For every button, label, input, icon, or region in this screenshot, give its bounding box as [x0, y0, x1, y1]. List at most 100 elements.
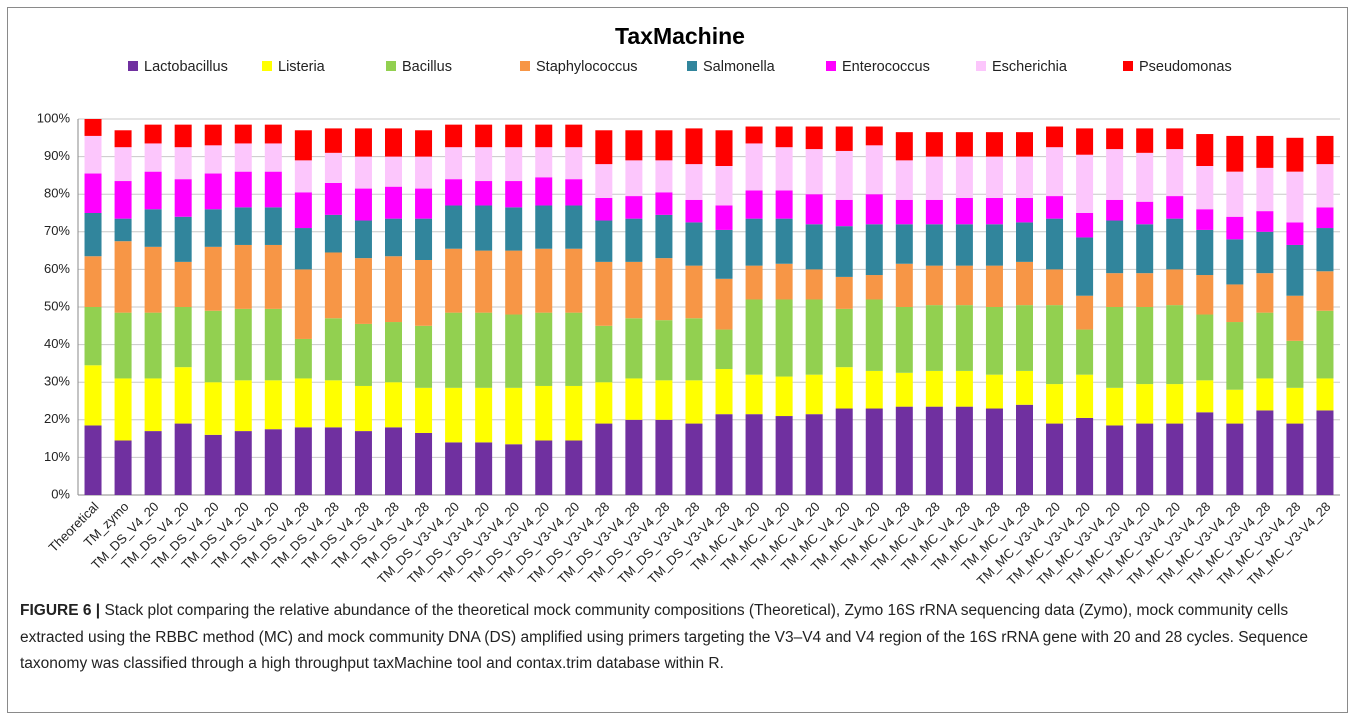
bar-segment	[655, 320, 673, 381]
bar-segment	[84, 365, 102, 426]
bar-segment	[865, 299, 883, 371]
bar-segment	[294, 269, 312, 339]
bar-segment	[1166, 196, 1184, 219]
caption-text: Stack plot comparing the relative abunda…	[20, 602, 1309, 672]
bar-segment	[775, 218, 793, 264]
bar-segment	[865, 370, 883, 409]
bar-segment	[565, 312, 583, 386]
bar-segment	[114, 181, 132, 219]
bar-segment	[595, 130, 613, 165]
bar-segment	[475, 387, 493, 443]
bar-segment	[1226, 239, 1244, 285]
bar-segment	[385, 186, 402, 219]
bar-segment	[114, 147, 132, 182]
bar-segment	[535, 440, 553, 495]
bar-segment	[144, 312, 162, 379]
bar-segment	[204, 310, 222, 383]
bar-segment	[1286, 340, 1304, 388]
bar-segment	[505, 181, 523, 208]
bar-segment	[1136, 307, 1154, 385]
bar-segment	[535, 124, 553, 148]
bar-segment	[775, 416, 793, 495]
bar-segment	[535, 312, 553, 386]
bar-segment	[385, 156, 402, 187]
bar-segment	[1016, 132, 1033, 157]
bar-segment	[625, 130, 643, 161]
bar-segment	[775, 299, 793, 377]
bar-segment	[264, 429, 282, 495]
bar-segment	[685, 318, 703, 381]
bar-segment	[204, 173, 222, 210]
bar-segment	[715, 130, 733, 166]
bar-segment	[1286, 295, 1304, 341]
bar-segment	[415, 432, 433, 495]
bar-segment	[445, 248, 463, 313]
bar-segment	[174, 179, 192, 217]
bar-segment	[835, 367, 853, 409]
bar-segment	[1046, 147, 1064, 197]
y-tick-label: 0%	[51, 486, 70, 501]
bar-segment	[1136, 152, 1154, 202]
bar-segment	[565, 147, 583, 180]
bar-segment	[985, 197, 1003, 225]
bar-segment	[294, 228, 312, 270]
legend-swatch	[976, 61, 986, 71]
bar-segment	[204, 434, 222, 495]
bar-segment	[1316, 135, 1334, 165]
bar-segment	[715, 205, 733, 230]
bar-segment	[565, 385, 583, 441]
bar-segment	[324, 427, 342, 495]
bar-segment	[144, 378, 162, 432]
bar-segment	[1106, 425, 1124, 495]
bar-segment	[895, 132, 913, 161]
legend-label: Staphylococcus	[536, 59, 638, 75]
bar-segment	[505, 444, 523, 495]
bar-segment	[1196, 166, 1214, 210]
bar-segment	[324, 128, 342, 153]
bar-segment	[1166, 423, 1184, 495]
bar-segment	[1196, 134, 1214, 166]
bar-segment	[1076, 154, 1094, 213]
bar-segment	[1226, 423, 1244, 495]
legend-swatch	[386, 61, 396, 71]
bar-segment	[475, 250, 493, 313]
bar-segment	[1076, 329, 1094, 375]
bar-segment	[445, 205, 463, 249]
bar-segment	[685, 164, 703, 200]
bar-segment	[595, 197, 613, 221]
bar-segment	[625, 318, 643, 379]
bar-segment	[144, 171, 162, 210]
bar-segment	[1166, 384, 1184, 424]
bar-segment	[985, 265, 1003, 307]
bar-segment	[895, 224, 913, 264]
bar-segment	[955, 406, 973, 495]
bar-segment	[354, 323, 372, 386]
bar-segment	[174, 423, 192, 495]
bar-segment	[1136, 384, 1154, 424]
bar-segment	[84, 213, 102, 257]
bar-segment	[445, 387, 463, 443]
bar-segment	[985, 156, 1003, 198]
bar-segment	[234, 431, 252, 495]
bar-segment	[114, 440, 132, 495]
bar-segment	[685, 423, 703, 495]
bar-segment	[114, 312, 132, 379]
bar-segment	[114, 218, 132, 242]
bar-segment	[415, 130, 433, 157]
bar-segment	[324, 318, 342, 381]
bar-segment	[865, 275, 883, 300]
bar-segment	[685, 222, 703, 266]
bar-segment	[234, 124, 252, 144]
bar-segment	[595, 325, 613, 383]
bar-segment	[84, 256, 102, 307]
bar-segment	[805, 194, 823, 225]
bar-segment	[475, 181, 493, 206]
bar-segment	[925, 406, 943, 495]
bar-segment	[234, 143, 252, 172]
bar-segment	[1136, 128, 1154, 153]
bar-segment	[1196, 275, 1214, 315]
bar-segment	[835, 308, 853, 368]
bar-segment	[1136, 224, 1154, 274]
bar-segment	[1316, 228, 1334, 272]
legend-swatch	[262, 61, 272, 71]
